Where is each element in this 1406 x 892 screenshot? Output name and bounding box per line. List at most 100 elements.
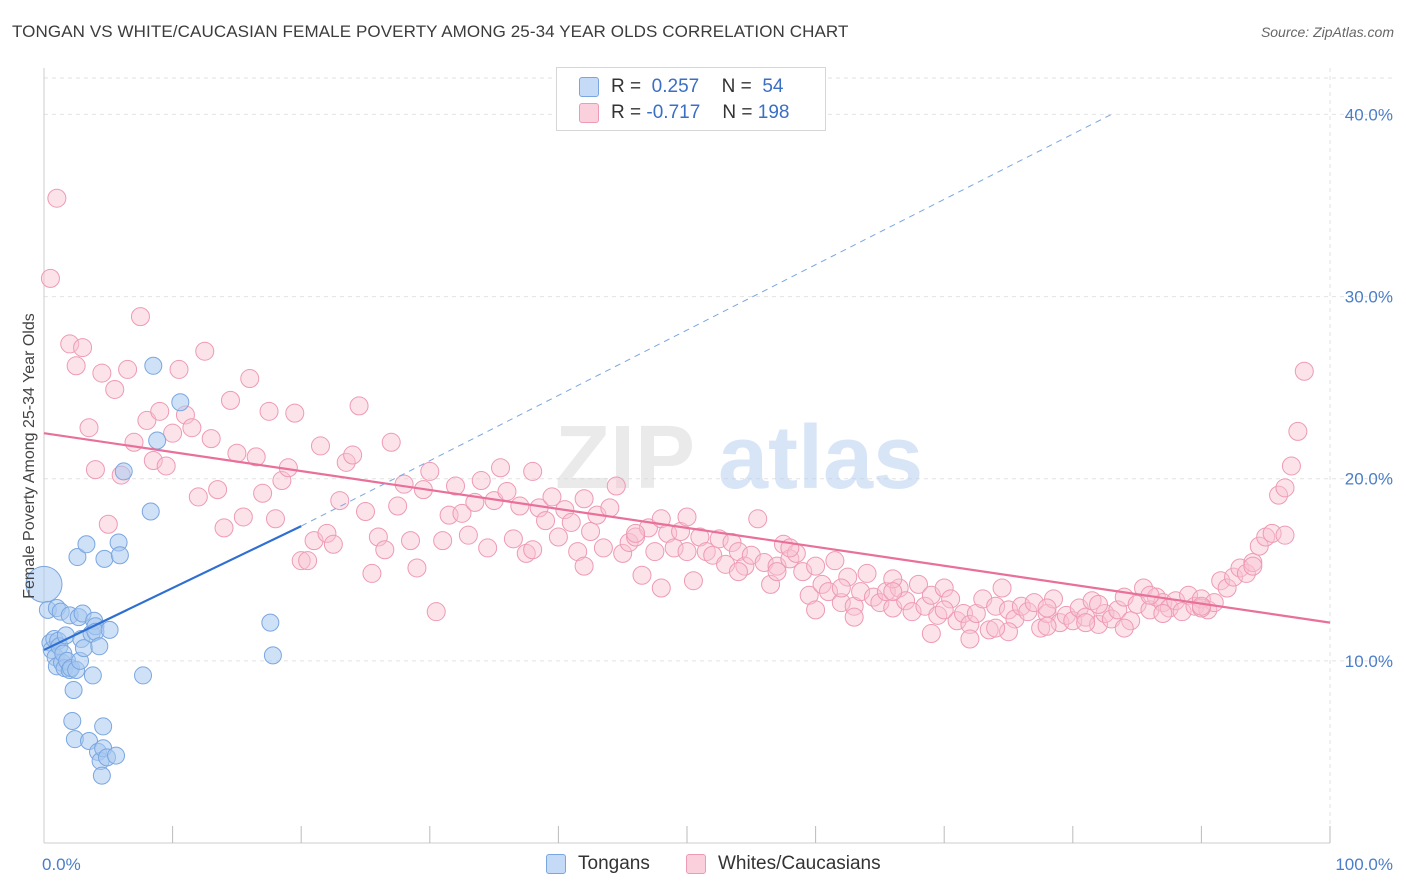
whites-point (1114, 618, 1134, 638)
whites-point (857, 563, 877, 583)
whites-point (491, 458, 511, 478)
whites-point (1134, 578, 1154, 598)
whites-point (838, 567, 858, 587)
whites-point (761, 574, 781, 594)
whites-point (330, 491, 350, 511)
whites-point (536, 511, 556, 531)
whites-point (626, 523, 646, 543)
tongans-legend-swatch (546, 854, 566, 874)
whites-point (497, 481, 517, 501)
whites-point (606, 476, 626, 496)
whites-point (60, 334, 80, 354)
x-tick-label-min: 0.0% (42, 855, 81, 874)
whites-point (188, 487, 208, 507)
y-tick-label: 20.0% (1345, 470, 1393, 489)
whites-series (40, 188, 1314, 649)
whites-point (677, 507, 697, 527)
whites-point (921, 624, 941, 644)
whites-point (992, 578, 1012, 598)
whites-point (381, 432, 401, 452)
whites-point (934, 600, 954, 620)
tongans-point (100, 620, 119, 639)
tongans-point (95, 549, 114, 568)
whites-point (593, 538, 613, 558)
whites-point (66, 356, 86, 376)
whites-point (1076, 613, 1096, 633)
axes (43, 68, 1331, 844)
whites-point (561, 512, 581, 532)
tongans-point (94, 717, 113, 736)
whites-point (368, 527, 388, 547)
whites-point (876, 582, 896, 602)
r-label: R = (611, 102, 642, 123)
whites-point (1153, 604, 1173, 623)
whites-point (574, 556, 594, 576)
whites-point (510, 496, 530, 516)
whites-point (767, 562, 787, 582)
whites-point (291, 551, 311, 571)
tongans-point (261, 613, 280, 632)
tongans-point (144, 356, 163, 375)
source-label: Source: ZipAtlas.com (1260, 24, 1394, 40)
tongans-point (134, 666, 153, 685)
legend-item-tongans: Tongans (546, 852, 650, 876)
n-value: 54 (762, 76, 784, 97)
whites-point (651, 578, 671, 598)
tongans-point (107, 746, 126, 765)
whites-point (85, 460, 105, 480)
whites-point (79, 418, 99, 438)
tongans-point (110, 546, 129, 565)
x-tick-labels: 0.0% 100.0% (42, 855, 1393, 874)
whites-point (1288, 421, 1308, 441)
tongans-trend-line (43, 525, 302, 651)
whites-point (227, 443, 247, 463)
whites-point (246, 447, 266, 467)
y-tick-label: 40.0% (1345, 105, 1393, 124)
y-tick-labels: 10.0% 20.0% 30.0% 40.0% (1345, 105, 1393, 670)
whites-point (806, 556, 826, 576)
r-label: R = (611, 76, 642, 97)
whites-point (677, 542, 697, 562)
whites-point (947, 611, 967, 631)
tongans-trend-extension (300, 113, 1112, 527)
whites-point (574, 489, 594, 509)
r-value: 0.257 (651, 76, 700, 97)
y-axis-title: Female Poverty Among 25-34 Year Olds (21, 313, 38, 599)
whites-point (1037, 616, 1057, 636)
whites-point (979, 620, 999, 640)
whites-point (986, 618, 1006, 638)
whites-point (831, 593, 851, 613)
whites-point (240, 369, 260, 389)
whites-point (265, 509, 285, 529)
whites-point (362, 563, 382, 583)
whites-point (870, 593, 890, 613)
whites-point (298, 551, 318, 571)
whites-point (696, 542, 716, 562)
tongans-swatch (579, 77, 599, 97)
tongans-point (63, 711, 82, 730)
whites-point (1275, 478, 1295, 498)
whites-point (285, 403, 305, 423)
whites-legend-swatch (686, 854, 706, 874)
whites-point (401, 531, 421, 551)
whites-point (1211, 571, 1231, 591)
tongans-point (171, 393, 190, 412)
whites-point (426, 602, 446, 622)
whites-point (343, 445, 363, 465)
whites-point (844, 607, 864, 627)
whites-point (1275, 525, 1295, 545)
whites-point (999, 622, 1018, 642)
tongans-point (77, 535, 96, 554)
whites-point (1217, 578, 1237, 598)
whites-point (163, 423, 183, 443)
whites-point (201, 429, 221, 449)
whites-point (645, 542, 665, 562)
whites-point (394, 474, 414, 494)
whites-point (375, 540, 395, 560)
correlation-legend: R = 0.257 N = 54 R = -0.717 N = 198 (556, 67, 826, 131)
whites-point (458, 525, 478, 545)
whites-legend-label: Whites/Caucasians (718, 853, 881, 874)
whites-point (407, 558, 427, 578)
whites-point (92, 363, 112, 383)
